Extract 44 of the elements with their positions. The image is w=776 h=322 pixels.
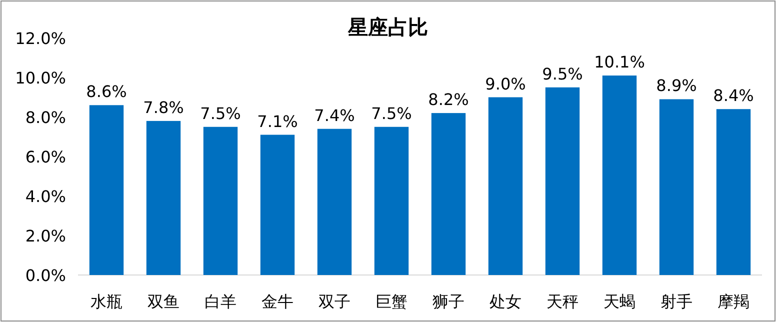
y-tick-label: 4.0% [25, 187, 66, 206]
chart-title: 星座占比 [347, 15, 428, 39]
bar [659, 99, 694, 275]
x-tick-label: 双子 [318, 292, 350, 311]
x-tick-label: 金牛 [262, 292, 294, 311]
data-label: 9.5% [542, 64, 583, 84]
bar [488, 97, 523, 275]
bar [431, 113, 466, 275]
bar [317, 128, 352, 275]
x-tick-label: 处女 [490, 292, 522, 311]
x-tick-label: 巨蟹 [376, 292, 408, 311]
y-tick-label: 8.0% [25, 108, 66, 127]
data-label: 7.4% [314, 106, 355, 125]
bar [146, 120, 181, 275]
bar [602, 76, 637, 275]
bar [374, 126, 409, 275]
data-label: 7.5% [371, 104, 412, 123]
data-label: 7.5% [200, 104, 241, 123]
data-label: 10.1% [594, 52, 645, 72]
data-label: 8.9% [656, 76, 697, 96]
y-tick-label: 6.0% [25, 148, 66, 166]
y-tick-label: 0.0% [25, 266, 66, 285]
x-tick-label: 天蝎 [604, 292, 636, 311]
x-tick-label: 天秤 [546, 292, 578, 311]
data-label: 9.0% [485, 74, 526, 94]
x-tick-label: 双鱼 [148, 292, 180, 311]
y-tick-label: 2.0% [25, 226, 66, 246]
x-tick-label: 射手 [660, 292, 692, 311]
bar [545, 87, 580, 275]
x-tick-label: 白羊 [204, 292, 236, 311]
x-tick-label: 水瓶 [90, 292, 122, 311]
bar [260, 134, 295, 275]
data-label: 8.4% [713, 86, 754, 106]
x-tick-label: 摩羯 [718, 292, 750, 311]
y-tick-label: 12.0% [15, 29, 66, 48]
data-label: 8.2% [428, 90, 469, 110]
bar [716, 109, 751, 275]
y-tick-label: 10.0% [15, 68, 66, 88]
data-label: 7.1% [257, 112, 298, 131]
bar [89, 105, 124, 275]
data-label: 8.6% [86, 82, 127, 102]
x-tick-label: 狮子 [432, 292, 464, 311]
data-label: 7.8% [143, 98, 184, 117]
bar [203, 126, 238, 275]
